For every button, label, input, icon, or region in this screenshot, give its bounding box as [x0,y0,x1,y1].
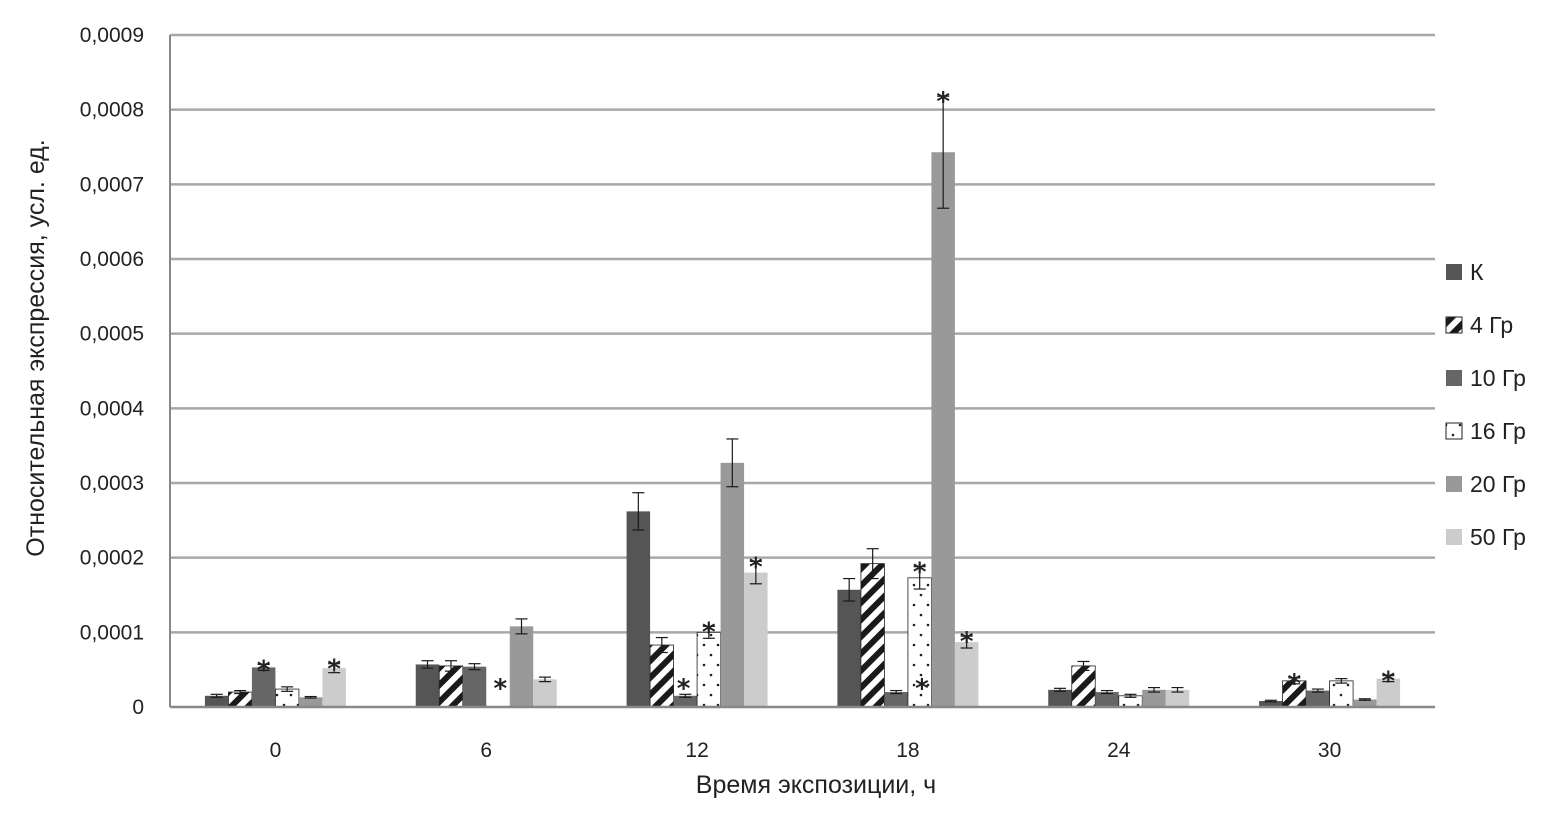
significance-star: * [749,552,763,582]
error-bars [210,95,1395,703]
legend-swatch [1445,316,1463,334]
bar [298,697,323,707]
significance-star: * [257,655,271,685]
significance-star: * [677,674,691,704]
bar [954,642,979,707]
bar [1259,701,1283,707]
bar [509,626,534,707]
bar [228,691,253,708]
bar [1376,678,1401,707]
significance-star: * [1382,667,1396,697]
legend-swatch [1446,529,1462,545]
x-tick-label: 30 [1318,739,1341,762]
significance-star: * [915,674,929,704]
bar [1071,665,1096,708]
bar [1353,699,1377,707]
y-axis-ticks: 0 0,0001 0,0002 0,0003 0,0004 0,0005 0,0006 0,0… [80,24,145,719]
bar [837,589,861,707]
bar [251,667,276,707]
x-axis-title: Время экспозиции, ч [696,771,936,799]
grid-lines [170,33,1435,634]
bars [204,152,1401,708]
bar [462,666,487,707]
significance-star: * [702,617,716,647]
bar [1306,690,1330,707]
x-tick-label: 24 [1107,739,1131,762]
legend-label: 16 Гр [1470,418,1526,444]
x-tick-label: 18 [896,739,919,762]
bar [533,679,557,707]
x-axis-ticks: 0 6 12 18 24 30 [270,739,1342,762]
x-tick-label: 0 [270,739,282,762]
significance-star: * [1288,669,1302,699]
legend-label: 4 Гр [1470,312,1513,338]
significance-star: * [960,627,974,657]
bar [884,692,908,707]
bar [649,644,674,708]
bar [204,695,229,707]
y-tick-label: 0,0001 [80,621,144,644]
legend-label: 20 Гр [1470,471,1526,497]
bar [720,462,745,707]
bar [626,511,651,707]
bar [1095,692,1119,707]
y-axis-title: Относительная экспрессия, усл. ед. [22,139,50,556]
bar [931,152,955,707]
bar [860,563,885,708]
bar [1329,680,1354,708]
y-tick-label: 0,0003 [80,472,144,495]
significance-star: * [936,87,950,117]
y-tick-label: 0,0004 [80,397,145,420]
y-tick-label: 0,0008 [80,99,144,122]
significance-star: * [327,655,341,685]
legend-label: 10 Гр [1470,365,1526,391]
significance-star: * [913,558,927,588]
bar [673,695,698,707]
x-tick-label: 12 [685,739,708,762]
significance-star: * [493,674,507,704]
y-tick-label: 0,0002 [80,547,144,570]
y-tick-label: 0,0007 [80,173,144,196]
legend-label: 50 Гр [1470,524,1526,550]
legend-swatch [1446,476,1462,492]
y-tick-label: 0,0006 [80,248,144,271]
bar [438,665,464,708]
y-tick-label: 0,0009 [80,24,144,47]
bar [415,664,440,707]
significance-markers: * * * * * * * * * * * * [257,87,1396,704]
x-tick-label: 6 [480,739,492,762]
bar [744,572,768,707]
y-tick-label: 0 [132,696,144,719]
bar [322,668,346,707]
legend-label: К [1470,259,1484,285]
legend-swatch [1446,264,1462,280]
bar [1048,689,1072,707]
bar [1142,689,1166,707]
axes [169,35,1435,709]
legend-swatch [1446,370,1462,386]
bar [1165,689,1190,707]
legend-swatch [1445,422,1463,440]
y-tick-label: 0,0005 [80,323,144,346]
legend: К 4 Гр 10 Гр 16 Гр 20 Гр 50 Гр [1445,259,1526,550]
